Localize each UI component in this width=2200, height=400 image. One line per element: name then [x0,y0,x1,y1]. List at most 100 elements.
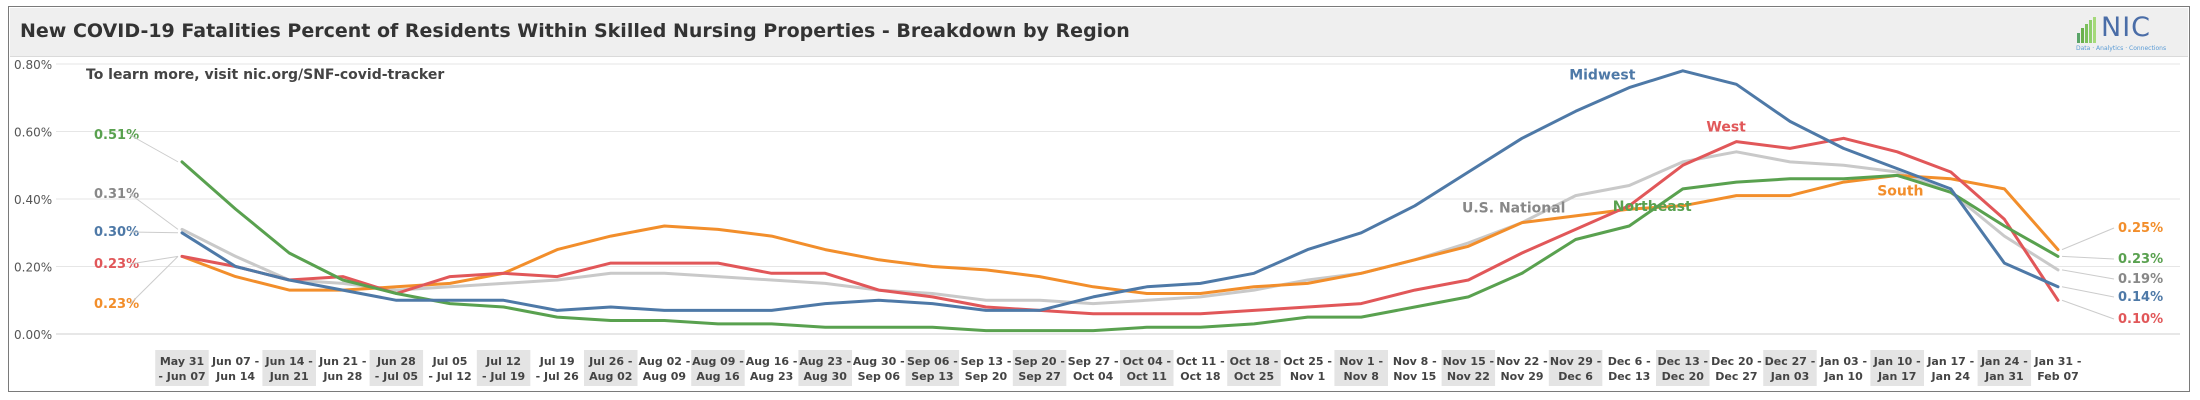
x-tick-label: Jan 03 [1770,370,1809,383]
x-tick-label: Nov 1 - [1339,355,1383,368]
x-tick-band [1388,350,1442,386]
x-tick-label: Dec 13 - [1657,355,1708,368]
end-label-leader [2061,299,2115,320]
start-label-leader [129,193,179,230]
x-tick-band [1495,350,1549,386]
x-tick-label: Jan 24 [1931,370,1971,383]
series-line-u-s-national [180,150,2060,306]
end-value-label: 0.25% [2118,221,2163,236]
x-tick-label: Feb 07 [2037,370,2079,383]
x-tick-label: Oct 18 [1180,370,1220,383]
x-tick-band [1280,350,1335,386]
x-tick-band [959,350,1013,386]
x-tick-label: Sep 13 [911,370,953,383]
series-name-label: West [1706,120,1746,136]
end-value-label: 0.19% [2118,272,2163,287]
start-value-label: 0.31% [94,187,139,202]
x-tick-label: Aug 30 [804,370,848,383]
y-tick-label: 0.60% [14,126,52,140]
start-label-leader [129,231,179,234]
x-tick-band [744,350,799,386]
y-tick-label: 0.80% [14,58,52,72]
x-tick-label: Jun 21 - [318,355,366,368]
x-tick-label: Jul 19 [539,355,575,368]
end-label-leader [2061,286,2115,298]
x-tick-label: Sep 27 [1018,370,1060,383]
x-tick-band [1120,350,1174,386]
start-label-leader [129,256,179,305]
title-bar: New COVID-19 Fatalities Percent of Resid… [10,8,2188,57]
end-value-label: 0.10% [2118,312,2163,327]
x-tick-label: Jun 14 - [265,355,313,368]
nic-logo: NIC Data · Analytics · Connections [2075,12,2170,55]
x-tick-band [2031,350,2085,386]
x-tick-label: Jan 31 - [2034,355,2082,368]
end-label-leader [2061,269,2115,280]
nic-logo-icon [2077,17,2096,43]
x-tick-label: Dec 20 - [1711,355,1762,368]
x-tick-label: - Jul 26 [536,370,580,383]
x-axis: May 31 - Jun 07 Jun 07 - Jun 14 Jun 14 - Jun … [155,350,2085,386]
x-tick-label: Sep 13 - [961,355,1012,368]
x-tick-label: Sep 20 [965,370,1008,383]
x-tick-label: Aug 16 [696,370,740,383]
x-tick-label: Aug 02 [589,370,632,383]
x-tick-band [852,350,906,386]
start-label-leader [129,255,179,265]
x-tick-band [423,350,477,386]
end-value-label: 0.23% [2118,252,2163,267]
x-tick-label: May 31 [160,355,204,368]
x-tick-label: Sep 20 - [1014,355,1065,368]
x-tick-label: Oct 18 - [1230,355,1279,368]
x-tick-label: Jun 28 [322,370,362,383]
label-layer: Midwest West U.S. National South Northeast 0.… [94,68,2163,327]
x-tick-label: Aug 23 - [799,355,851,368]
x-tick-label: Jan 03 - [1819,355,1867,368]
x-tick-label: Jul 12 [485,355,521,368]
x-tick-label: Dec 27 [1715,370,1757,383]
x-tick-label: Jul 05 [432,355,468,368]
x-tick-label: Aug 09 - [692,355,744,368]
x-tick-label: Jun 28 [376,355,416,368]
x-tick-label: Sep 27 - [1068,355,1119,368]
x-tick-label: Dec 6 - [1608,355,1651,368]
series-line-west [180,136,2060,316]
logo-text: NIC [2101,12,2152,43]
x-tick-label: Oct 25 - [1283,355,1332,368]
grid-layer: 0.00% 0.20% 0.40% 0.60% 0.80% [14,58,2180,342]
x-tick-band [798,350,852,386]
x-tick-label: Dec 13 [1608,370,1650,383]
x-tick-label: Dec 27 - [1765,355,1816,368]
x-tick-band [1870,350,1924,386]
x-tick-label: Jan 10 [1823,370,1863,383]
y-tick-label: 0.00% [14,328,52,342]
x-tick-label: - Jul 05 [375,370,418,383]
x-tick-label: Nov 22 [1447,370,1490,383]
x-tick-label: Jan 31 [1984,370,2023,383]
x-tick-band [208,350,263,386]
x-tick-band [530,350,584,386]
x-tick-label: - Jul 19 [482,370,525,383]
x-tick-label: Oct 04 [1073,370,1114,383]
x-tick-label: Jun 07 - [211,355,259,368]
x-tick-label: Nov 8 [1343,370,1378,383]
x-tick-band [1441,350,1496,386]
x-tick-band [1066,350,1120,386]
x-tick-label: Jan 10 - [1873,355,1921,368]
x-tick-label: Nov 29 - [1550,355,1601,368]
x-tick-label: Jun 14 [215,370,255,383]
x-tick-label: Nov 22 - [1496,355,1547,368]
x-tick-label: Nov 15 - [1443,355,1494,368]
x-tick-band [1924,350,1978,386]
start-value-label: 0.23% [94,297,139,312]
x-tick-band [637,350,692,386]
start-value-label: 0.23% [94,257,139,272]
x-tick-label: Dec 6 [1558,370,1593,383]
x-tick-label: Jul 26 - [588,355,632,368]
x-tick-label: Nov 8 - [1393,355,1437,368]
x-tick-label: - Jun 07 [158,370,205,383]
x-tick-band [1173,350,1228,386]
x-tick-band [1763,350,1817,386]
series-line-northeast [180,160,2060,333]
x-tick-band [1012,350,1067,386]
